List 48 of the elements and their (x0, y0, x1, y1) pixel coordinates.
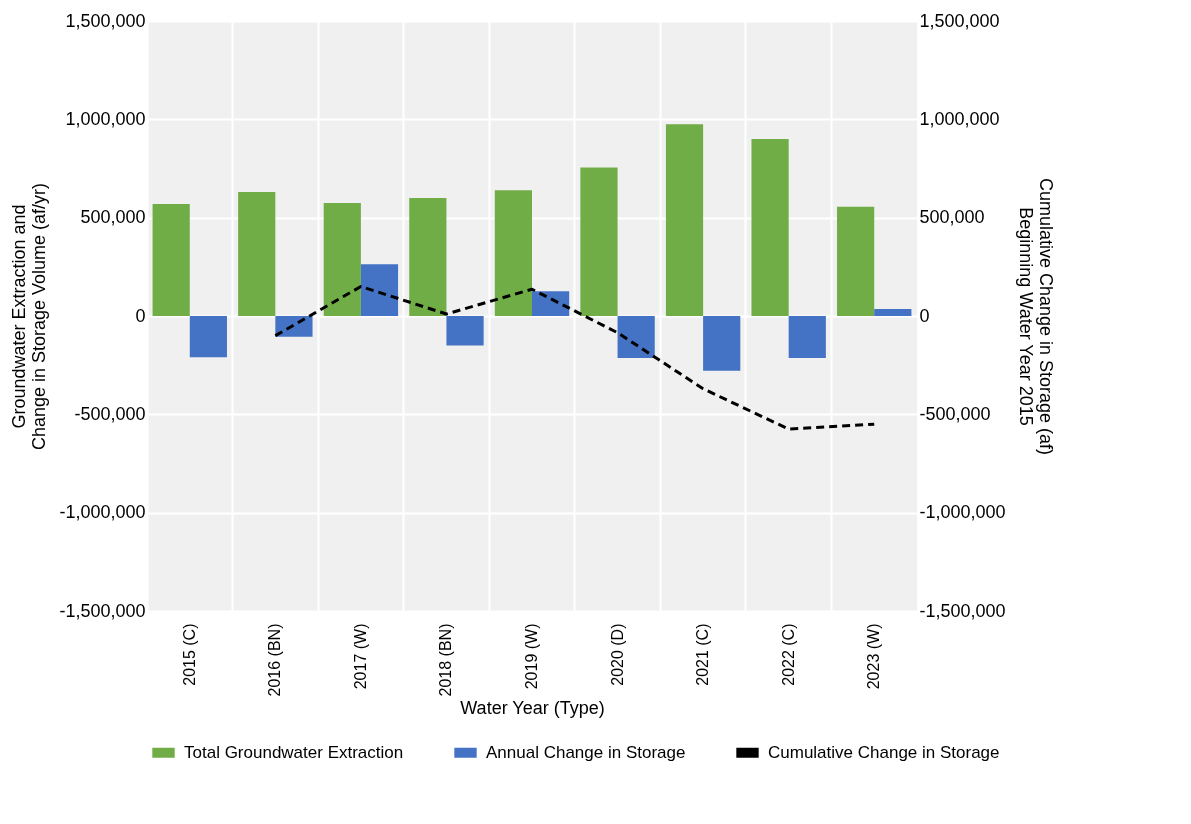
x-tick-label: 2016 (BN) (266, 623, 284, 697)
y-tick-label: 1,000,000 (65, 108, 146, 129)
bar (532, 291, 570, 316)
bar (788, 316, 826, 359)
bar (323, 202, 361, 316)
bar (837, 206, 875, 316)
bar (494, 190, 532, 316)
y-axis-title: Groundwater Extraction and Change in Storage Volume (af/yr) (9, 182, 50, 451)
y2-tick-label: 0 (919, 305, 930, 326)
bar (665, 124, 704, 316)
x-tick-label: 2023 (W) (865, 623, 883, 690)
y-tick-label: -500,000 (74, 403, 146, 424)
x-tick-label: 2021 (C) (694, 623, 712, 686)
x-tick-label: 2020 (D) (608, 623, 626, 686)
y-tick-label: 500,000 (80, 207, 146, 228)
x-tick-label: 2018 (BN) (437, 623, 455, 697)
y2-tick-label: -1,500,000 (919, 600, 1006, 621)
y2-tick-label: 500,000 (919, 207, 985, 228)
x-tick-label: 2022 (C) (779, 623, 797, 686)
legend-label: Annual Change in Storage (486, 742, 686, 762)
bar (152, 203, 190, 316)
bar (751, 139, 789, 316)
bar (360, 264, 399, 316)
legend-label: Cumulative Change in Storage (768, 742, 1000, 762)
bar (238, 192, 276, 316)
y2-tick-label: -500,000 (919, 403, 991, 424)
bar (189, 316, 227, 358)
x-tick-label: 2017 (W) (351, 623, 369, 690)
y-tick-label: 1,500,000 (65, 10, 146, 31)
bar (409, 198, 447, 316)
bar (703, 316, 741, 371)
line-series (273, 285, 876, 431)
bar (874, 309, 912, 316)
bar (580, 167, 618, 316)
y-tick-label: 0 (135, 305, 146, 326)
x-tick-label: 2015 (C) (180, 623, 198, 686)
y2-tick-label: -1,000,000 (919, 502, 1006, 523)
bar (617, 316, 655, 359)
x-tick-label: 2019 (W) (523, 623, 540, 690)
bar (446, 316, 484, 346)
y2-axis-title: Cumulative Change in Storage (af) Beginning Water Year 2015 (1015, 177, 1056, 456)
y2-tick-label: 1,000,000 (919, 108, 1000, 129)
legend-label: Total Groundwater Extraction (184, 742, 404, 762)
y-tick-label: -1,000,000 (59, 502, 146, 523)
x-axis-title: Water Year (Type) (460, 698, 605, 719)
y2-tick-label: 1,500,000 (919, 10, 1000, 31)
y-tick-label: -1,500,000 (59, 600, 146, 621)
bar (275, 316, 313, 337)
